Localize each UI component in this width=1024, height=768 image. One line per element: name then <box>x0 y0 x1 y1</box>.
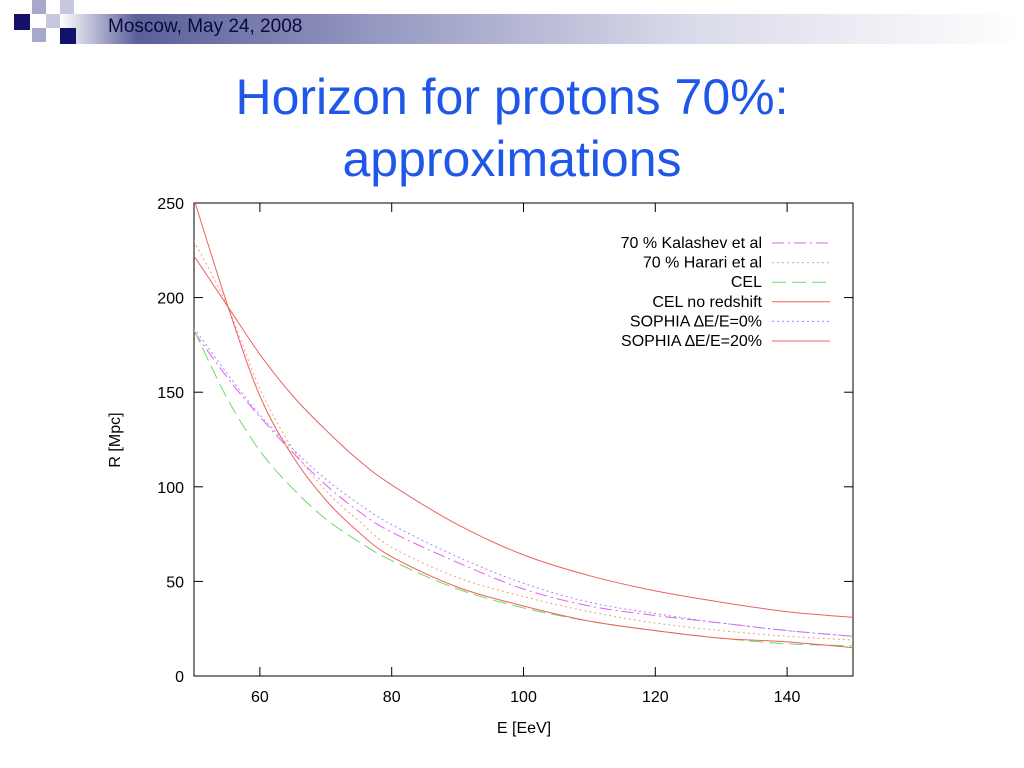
x-axis-label: E [EeV] <box>497 720 551 737</box>
x-tick-label-140: 140 <box>774 689 801 706</box>
series-line-4 <box>194 255 853 618</box>
y-tick-label-150: 150 <box>157 385 184 402</box>
series-line-3 <box>194 329 853 647</box>
header-square-light-3 <box>32 28 46 42</box>
series-line-6 <box>194 203 853 649</box>
y-tick-label-250: 250 <box>157 196 184 213</box>
y-axis-label: R [Mpc] <box>107 412 124 467</box>
y-tick-label-0: 0 <box>175 669 184 686</box>
legend-label-5: SOPHIA ∆E/E=0% <box>630 313 762 330</box>
slide-title-line-1: Horizon for protons 70%: <box>235 69 789 125</box>
header-text: Moscow, May 24, 2008 <box>108 16 303 37</box>
header-square-light-4 <box>60 0 74 14</box>
x-tick-label-100: 100 <box>510 689 537 706</box>
header-gradient-stripe <box>60 14 1024 44</box>
legend-label-1: 70 % Kalashev et al <box>621 235 762 252</box>
series-line-5 <box>194 327 853 637</box>
header-bar: Moscow, May 24, 2008 <box>0 0 1024 44</box>
y-tick-label-200: 200 <box>157 291 184 308</box>
header-square-light-2 <box>46 14 60 28</box>
x-tick-label-60: 60 <box>251 689 269 706</box>
header-square-dark-2 <box>60 28 76 44</box>
header-square-dark-1 <box>14 14 30 30</box>
legend-label-3: CEL <box>731 274 762 291</box>
legend-label-2: 70 % Harari et al <box>643 255 762 272</box>
y-tick-label-50: 50 <box>166 574 184 591</box>
legend-label-6: SOPHIA ∆E/E=20% <box>621 333 762 350</box>
series-line-1 <box>194 331 853 637</box>
x-tick-label-80: 80 <box>383 689 401 706</box>
series-line-2 <box>194 240 853 641</box>
header-square-light-1 <box>32 0 46 14</box>
slide-title-line-2: approximations <box>342 131 682 187</box>
x-tick-label-120: 120 <box>642 689 669 706</box>
y-tick-label-100: 100 <box>157 480 184 497</box>
chart-plot-area: 60 80 100 120 140 0 50 100 150 200 250 70 % Kalashe… <box>157 196 854 706</box>
slide-title: Horizon for protons 70%: approximations <box>0 66 1024 190</box>
legend-label-4: CEL no redshift <box>652 294 762 311</box>
